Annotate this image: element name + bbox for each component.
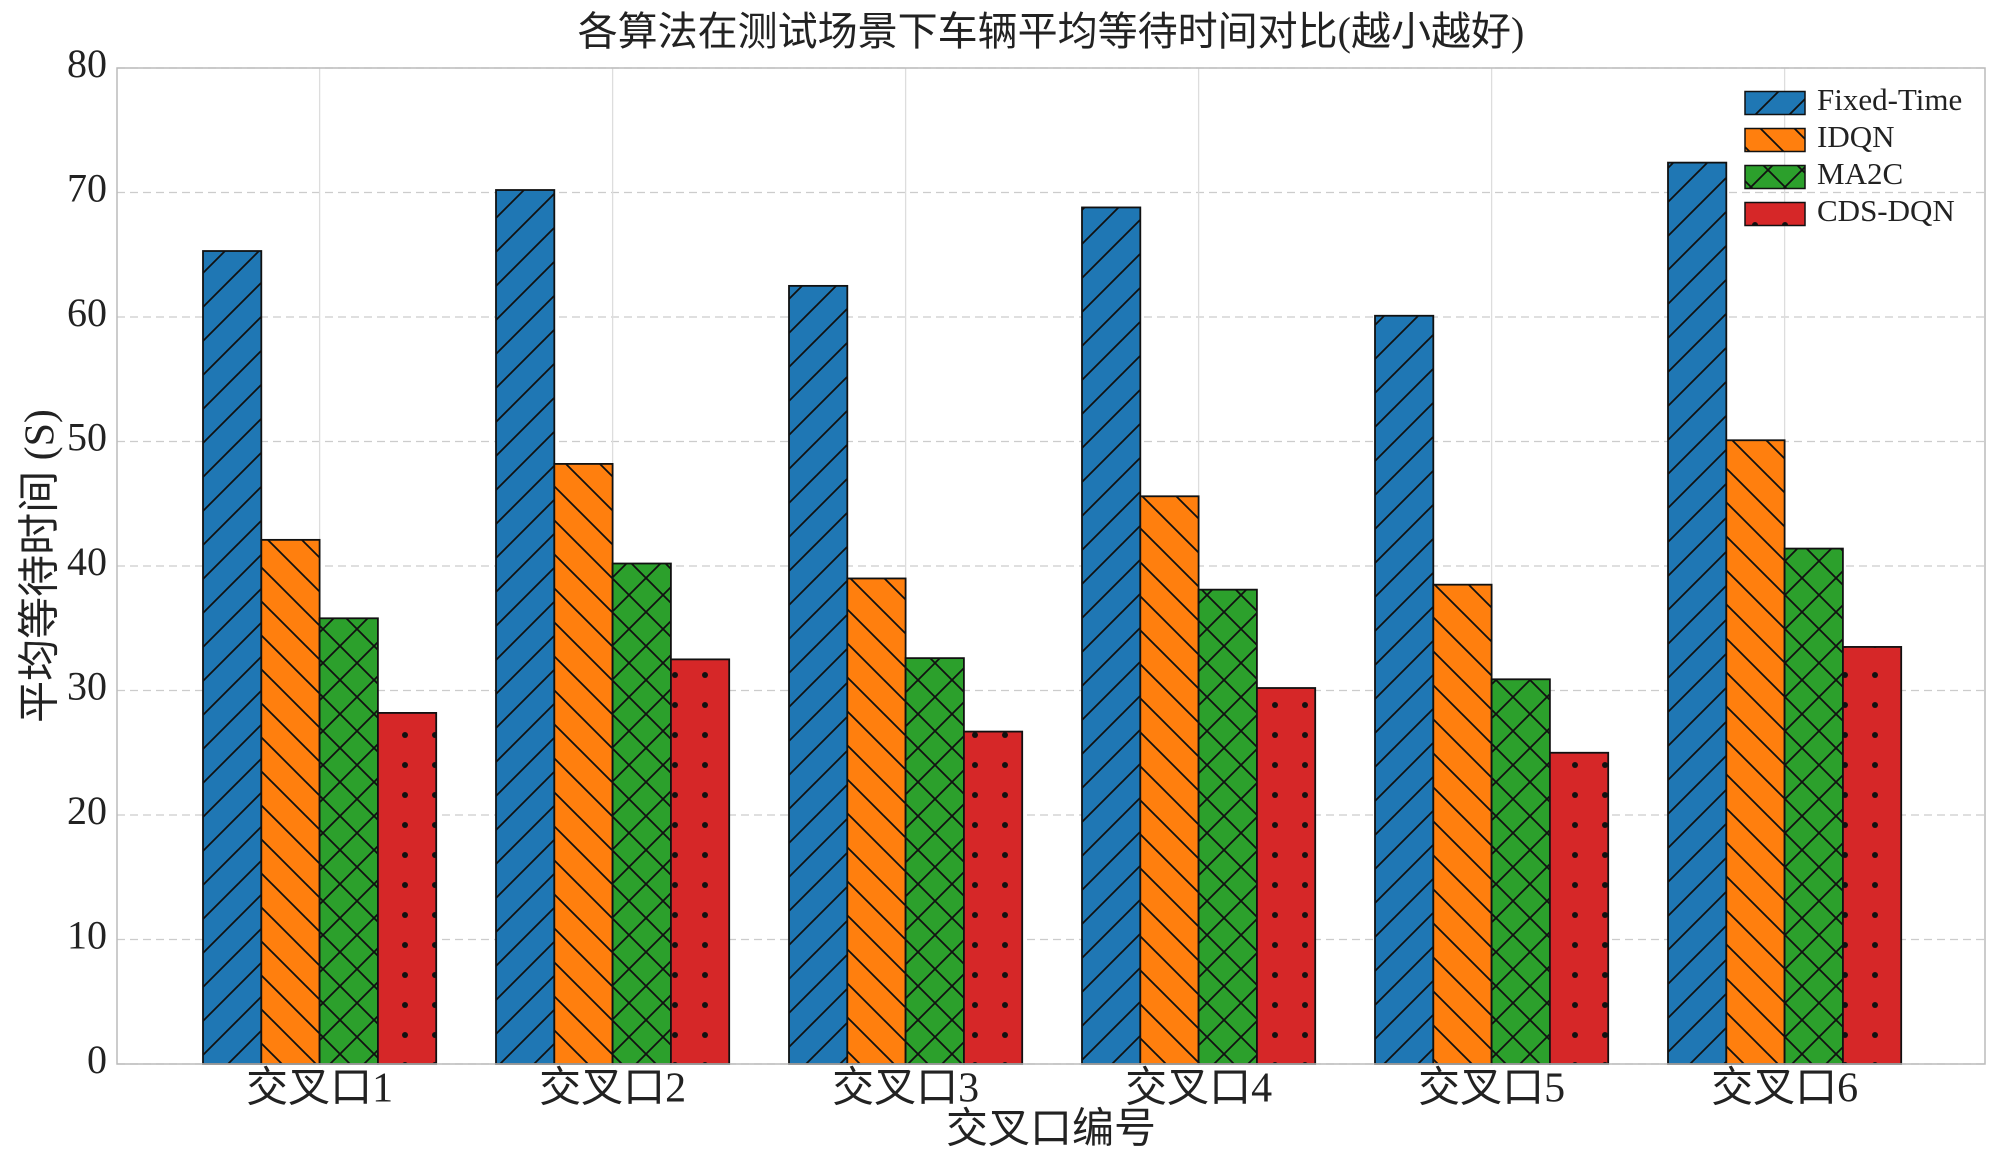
legend-swatch: [1744, 90, 1806, 116]
bar: [846, 577, 907, 1065]
chart-title: 各算法在测试场景下车辆平均等待时间对比(越小越好): [578, 9, 1525, 54]
x-tick-label: 交叉口1: [246, 1065, 393, 1112]
bar: [1139, 495, 1200, 1065]
bar: [1667, 161, 1728, 1065]
bar: [1842, 646, 1903, 1065]
bar: [1725, 439, 1786, 1065]
bar: [495, 189, 556, 1065]
y-tick-label: 30: [67, 664, 107, 709]
bar: [670, 658, 731, 1065]
bar: [1549, 751, 1610, 1065]
y-tick-label: 10: [67, 913, 107, 958]
y-tick-label: 20: [67, 788, 107, 833]
y-tick-label: 80: [67, 41, 107, 86]
bar: [1081, 206, 1142, 1065]
y-tick-label: 40: [67, 539, 107, 584]
bar: [611, 562, 672, 1065]
x-tick-label: 交叉口2: [539, 1065, 686, 1112]
bar: [553, 463, 614, 1065]
legend-label: MA2C: [1817, 156, 1903, 191]
bar: [1197, 588, 1258, 1065]
legend-swatch: [1744, 127, 1806, 153]
bar: [1490, 678, 1551, 1065]
x-tick-label: 交叉口3: [832, 1065, 979, 1112]
y-tick-label: 70: [67, 166, 107, 211]
bar: [1374, 314, 1435, 1065]
legend-swatch: [1744, 201, 1806, 227]
legend-swatch: [1744, 164, 1806, 190]
legend-label: CDS-DQN: [1817, 193, 1955, 228]
bar: [260, 538, 321, 1065]
x-tick-label: 交叉口4: [1125, 1065, 1272, 1112]
bar: [788, 284, 849, 1065]
x-axis-label: 交叉口编号: [946, 1106, 1156, 1153]
bar: [202, 250, 263, 1065]
y-tick-label: 0: [87, 1037, 107, 1082]
bar: [318, 617, 379, 1065]
y-tick-label: 60: [67, 290, 107, 335]
y-axis-label: 平均等待时间 (S): [18, 409, 64, 723]
x-tick-label: 交叉口6: [1711, 1065, 1858, 1112]
bar: [1256, 687, 1317, 1065]
legend-label: Fixed-Time: [1817, 82, 1962, 117]
bar: [963, 730, 1024, 1065]
legend-label: IDQN: [1817, 119, 1895, 154]
bar: [376, 712, 438, 1065]
plot-frame: [116, 67, 1986, 1065]
bar: [1432, 583, 1493, 1065]
bar: [904, 657, 965, 1065]
bar: [1783, 547, 1844, 1065]
x-tick-label: 交叉口5: [1418, 1065, 1565, 1112]
y-tick-label: 50: [67, 415, 107, 460]
